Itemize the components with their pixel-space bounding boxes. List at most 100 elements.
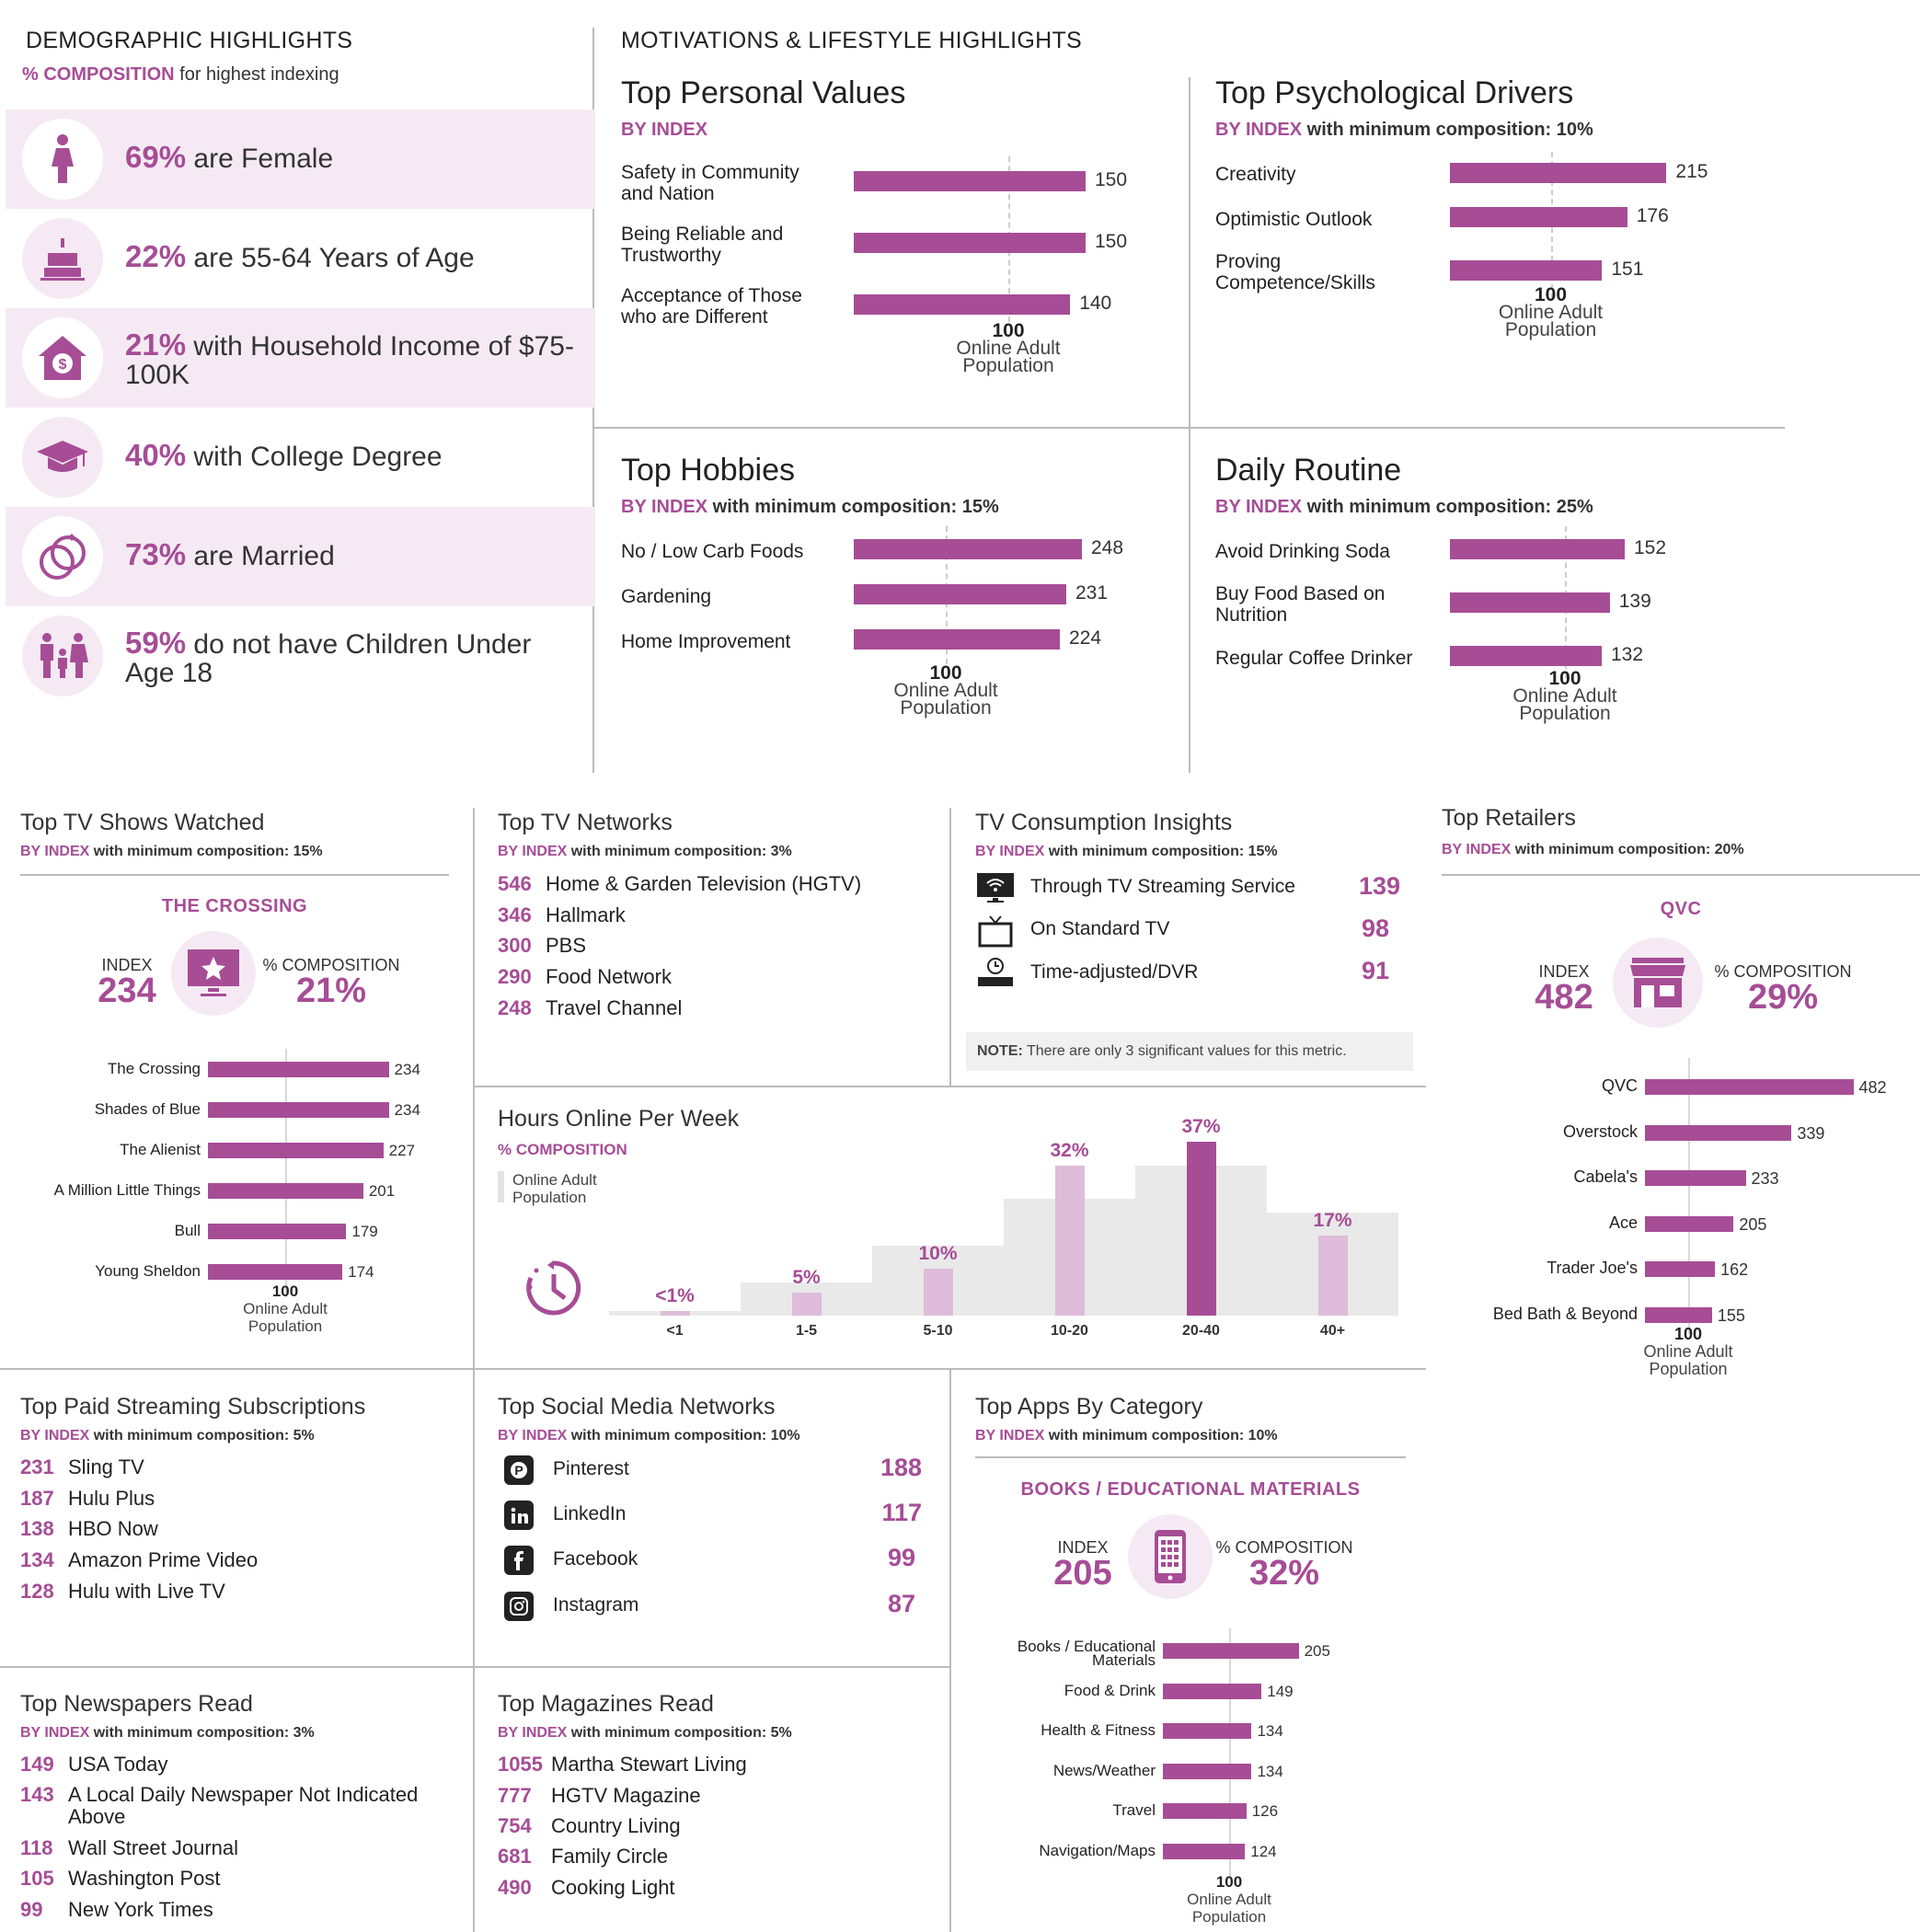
bar-value: 17% bbox=[1313, 1210, 1352, 1232]
hero-name: THE CROSSING bbox=[161, 896, 308, 916]
bar-value: 140 bbox=[1079, 293, 1112, 314]
list-item: 777 HGTV Magazine bbox=[498, 1784, 701, 1808]
bar-label: Buy Food Based on Nutrition bbox=[1215, 583, 1386, 626]
reference-text: Online Adult Population bbox=[243, 1300, 328, 1335]
item-label: HGTV Magazine bbox=[551, 1784, 701, 1807]
list-item: 490 Cooking Light bbox=[498, 1876, 675, 1900]
bar-label: Shades of Blue bbox=[94, 1100, 201, 1118]
bar bbox=[1163, 1643, 1299, 1659]
item-label: Hallmark bbox=[546, 903, 626, 926]
panel-title: Top Newspapers Read bbox=[20, 1691, 253, 1717]
personal-values-chart: 150 150 140 100 Online Adult Population bbox=[854, 156, 1130, 377]
index-value: 98 bbox=[1361, 914, 1389, 942]
bar-value: 201 bbox=[368, 1182, 396, 1200]
bar-value: 5% bbox=[792, 1266, 821, 1288]
item-label: Cooking Light bbox=[551, 1876, 675, 1899]
list-item: 754 Country Living bbox=[498, 1814, 681, 1838]
index-value: 87 bbox=[887, 1590, 915, 1617]
panel-subtitle: BY INDEX with minimum composition: 20% bbox=[1442, 842, 1744, 858]
subtitle-text: with minimum composition: 3% bbox=[570, 844, 792, 859]
demo-text: are Married bbox=[193, 541, 335, 571]
panel-title: Top Paid Streaming Subscriptions bbox=[20, 1394, 366, 1420]
bar-label: Being Reliable and Trustworthy bbox=[621, 224, 784, 266]
bar-value: 205 bbox=[1304, 1642, 1330, 1660]
list-item: 118 Wall Street Journal bbox=[20, 1836, 238, 1860]
bar bbox=[854, 584, 1066, 604]
bar-label: Regular Coffee Drinker bbox=[1215, 648, 1413, 669]
reference-text: Online Adult Population bbox=[1512, 685, 1617, 724]
index-label: INDEX bbox=[1538, 962, 1590, 981]
by-index-label: BY INDEX bbox=[621, 497, 708, 517]
index-value: 490 bbox=[498, 1876, 532, 1899]
index-value: 99 bbox=[887, 1544, 915, 1571]
composition-label: % COMPOSITION bbox=[262, 956, 400, 974]
index-value: 681 bbox=[498, 1845, 532, 1868]
bar bbox=[1163, 1763, 1252, 1779]
subtitle-text: with minimum composition: 10% bbox=[570, 1428, 800, 1443]
item-label: Amazon Prime Video bbox=[68, 1548, 259, 1571]
panel-title: Top Social Media Networks bbox=[498, 1394, 776, 1420]
item-label: Sling TV bbox=[68, 1455, 144, 1478]
hobbies-chart: 248 231 224 100 Online Adult Population bbox=[854, 526, 1167, 718]
bar bbox=[1645, 1170, 1746, 1186]
item-label: New York Times bbox=[68, 1898, 213, 1921]
bar bbox=[208, 1102, 389, 1118]
list-item: 149 USA Today bbox=[20, 1753, 167, 1777]
bar bbox=[923, 1269, 953, 1316]
subtitle-text: with minimum composition: 25% bbox=[1306, 497, 1593, 517]
demo-item-married: 73% are Married bbox=[6, 507, 595, 606]
divider bbox=[0, 1666, 949, 1668]
bar bbox=[660, 1310, 690, 1316]
item-label: Wall Street Journal bbox=[68, 1836, 239, 1859]
bar-value: 10% bbox=[918, 1243, 958, 1264]
by-index-label: BY INDEX bbox=[975, 844, 1045, 859]
dvr-icon bbox=[975, 957, 1016, 990]
bar-value: 234 bbox=[394, 1061, 420, 1078]
bar-label: Food & Drink bbox=[1064, 1681, 1156, 1699]
bar-value: 179 bbox=[351, 1223, 378, 1240]
panel-subtitle: BY INDEX with minimum composition: 3% bbox=[20, 1725, 315, 1742]
subtitle-text: with minimum composition: 15% bbox=[712, 497, 999, 517]
divider bbox=[975, 1456, 1406, 1458]
bar-label: Travel bbox=[1112, 1801, 1156, 1819]
panel-title: Top Magazines Read bbox=[498, 1691, 714, 1717]
by-index-label: BY INDEX bbox=[1215, 120, 1303, 140]
reference-label: 100 Online Adult Population bbox=[1478, 285, 1625, 340]
bar-value: 227 bbox=[388, 1142, 416, 1159]
x-tick-label: 20-40 bbox=[1182, 1323, 1220, 1339]
bar-value: 134 bbox=[1257, 1762, 1283, 1780]
legend-swatch bbox=[498, 1171, 504, 1202]
panel-title: Hours Online Per Week bbox=[498, 1106, 740, 1132]
index-value: 134 bbox=[20, 1548, 54, 1571]
demo-pct: 59% bbox=[125, 626, 187, 660]
instagram-icon bbox=[504, 1592, 534, 1621]
svg-text:$: $ bbox=[59, 357, 67, 373]
bar-label: Books / Educational Materials bbox=[1017, 1638, 1156, 1669]
family-icon bbox=[22, 615, 103, 696]
bar-value: 152 bbox=[1634, 537, 1667, 558]
demo-pct: 73% bbox=[125, 537, 187, 571]
bar-value: 132 bbox=[1611, 644, 1644, 665]
reference-label: 100 Online Adult Population bbox=[1491, 668, 1639, 724]
bar-value: 233 bbox=[1751, 1169, 1779, 1188]
reference-text: Online Adult Population bbox=[956, 338, 1061, 376]
divider bbox=[1189, 77, 1190, 773]
bar-label: Proving Competence/Skills bbox=[1215, 251, 1375, 293]
item-label: Country Living bbox=[551, 1814, 681, 1837]
bar-label: Avoid Drinking Soda bbox=[1215, 541, 1390, 562]
house-income-icon: $ bbox=[22, 317, 103, 398]
subtitle-text: for highest indexing bbox=[179, 64, 339, 85]
panel-title: Daily Routine bbox=[1215, 453, 1402, 488]
reference-value: 100 bbox=[1548, 668, 1581, 689]
bar-value: 151 bbox=[1611, 259, 1644, 280]
bar bbox=[1450, 539, 1625, 559]
bar bbox=[1645, 1261, 1716, 1277]
reference-text: Online Adult Population bbox=[1498, 302, 1604, 340]
index-value: 149 bbox=[20, 1753, 54, 1776]
index-value: 546 bbox=[498, 872, 532, 895]
item-label: PBS bbox=[546, 934, 587, 957]
reference-line bbox=[285, 1049, 287, 1297]
item-label: Home & Garden Television (HGTV) bbox=[546, 872, 862, 895]
bar-label: Cabela's bbox=[1573, 1167, 1638, 1186]
bar bbox=[1163, 1723, 1252, 1739]
